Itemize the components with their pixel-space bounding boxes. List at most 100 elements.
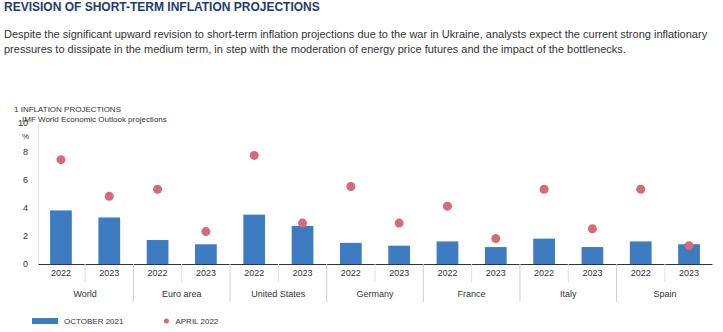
group-separator <box>230 264 231 302</box>
x-tick: 2022 <box>51 264 71 278</box>
y-tick-label: 6 <box>23 175 28 185</box>
y-tick-label: 8 <box>23 147 28 157</box>
legend-item: OCTOBER 2021 <box>32 317 124 326</box>
year-separator <box>85 264 86 282</box>
group-label: World <box>73 289 96 299</box>
x-tick-label: 2023 <box>293 268 313 278</box>
chart: 1 INFLATION PROJECTIONSIMF World Economi… <box>0 0 723 332</box>
point <box>201 227 210 236</box>
x-tick-label: 2022 <box>244 268 264 278</box>
point <box>298 219 307 228</box>
x-tick: 2023 <box>389 264 409 278</box>
group-label: Germany <box>356 289 394 299</box>
bar <box>388 246 410 264</box>
x-tick: 2023 <box>196 264 216 278</box>
legend: OCTOBER 2021 APRIL 2022 <box>32 317 219 326</box>
x-tick-label: 2023 <box>389 268 409 278</box>
bar <box>630 241 652 264</box>
bar <box>582 247 604 264</box>
group-separator <box>133 264 134 302</box>
year-separator <box>181 264 182 282</box>
y-tick-label: 4 <box>23 203 28 213</box>
x-tick: 2022 <box>437 264 457 278</box>
group-label: France <box>458 289 486 299</box>
point <box>153 185 162 194</box>
x-tick-label: 2023 <box>486 268 506 278</box>
bar <box>243 215 265 264</box>
legend-swatch <box>32 318 58 324</box>
x-tick: 2022 <box>244 264 264 278</box>
y-tick: 8 <box>23 147 38 157</box>
x-tick-label: 2023 <box>582 268 602 278</box>
series-0 <box>50 210 700 264</box>
bar <box>292 226 314 264</box>
point <box>346 182 355 191</box>
x-tick: 2023 <box>99 264 119 278</box>
x-tick-label: 2022 <box>341 268 361 278</box>
y-label: % <box>22 132 29 141</box>
y-axis-line <box>38 124 39 265</box>
y-tick: 10 <box>18 118 38 128</box>
point <box>250 151 259 160</box>
legend-swatch <box>164 319 169 324</box>
point <box>56 155 65 164</box>
marks <box>50 151 700 264</box>
group-separator <box>519 264 520 302</box>
bar <box>485 247 507 264</box>
x-tick: 2022 <box>534 264 554 278</box>
x-tick: 2023 <box>293 264 313 278</box>
year-separator <box>471 264 472 282</box>
year-separator <box>568 264 569 282</box>
legend-item: APRIL 2022 <box>164 317 219 326</box>
x-tick: 2022 <box>341 264 361 278</box>
point <box>395 219 404 228</box>
x-tick: 2022 <box>631 264 651 278</box>
point <box>540 185 549 194</box>
header-title: REVISION OF SHORT-TERM INFLATION PROJECT… <box>4 0 320 14</box>
x-tick: 2023 <box>486 264 506 278</box>
group-label: United States <box>251 289 306 299</box>
x-tick: 2022 <box>148 264 168 278</box>
year-separator <box>278 264 279 282</box>
bar <box>195 244 217 264</box>
y-tick-label: 2 <box>23 231 28 241</box>
point <box>636 185 645 194</box>
y-tick: 6 <box>23 175 38 185</box>
bar <box>50 210 72 264</box>
x-tick-label: 2022 <box>148 268 168 278</box>
bar <box>147 240 169 264</box>
x-tick-label: 2023 <box>679 268 699 278</box>
group-label: Italy <box>560 289 577 299</box>
chart-title: 1 INFLATION PROJECTIONS <box>14 105 121 114</box>
y-tick: 0 <box>23 259 38 269</box>
x-tick-label: 2023 <box>99 268 119 278</box>
group-label: Euro area <box>162 289 202 299</box>
year-separator <box>375 264 376 282</box>
y-axis: 0 2 4 6 8 10 <box>18 118 39 269</box>
header-text: Despite the significant upward revision … <box>4 27 716 57</box>
x-tick: 2023 <box>582 264 602 278</box>
y-tick: 2 <box>23 231 38 241</box>
x-tick-label: 2022 <box>631 268 651 278</box>
x-tick-label: 2023 <box>196 268 216 278</box>
chart-subtitle: IMF World Economic Outlook projections <box>22 115 167 124</box>
group-label: Spain <box>653 289 676 299</box>
group-separator <box>616 264 617 302</box>
point <box>491 234 500 243</box>
point <box>443 202 452 211</box>
group-separator <box>326 264 327 302</box>
year-separator <box>664 264 665 282</box>
group-separator <box>423 264 424 302</box>
legend-label: OCTOBER 2021 <box>64 317 124 326</box>
point <box>588 224 597 233</box>
series-1 <box>56 151 693 250</box>
x-tick-label: 2022 <box>534 268 554 278</box>
x-tick-label: 2022 <box>51 268 71 278</box>
groups: World Euro area United States Germany France… <box>73 264 676 302</box>
y-tick: 4 <box>23 203 38 213</box>
bar <box>98 217 120 264</box>
x-tick: 2023 <box>679 264 699 278</box>
y-tick-label: 0 <box>23 259 28 269</box>
y-tick-label: 10 <box>18 118 28 128</box>
point <box>105 192 114 201</box>
